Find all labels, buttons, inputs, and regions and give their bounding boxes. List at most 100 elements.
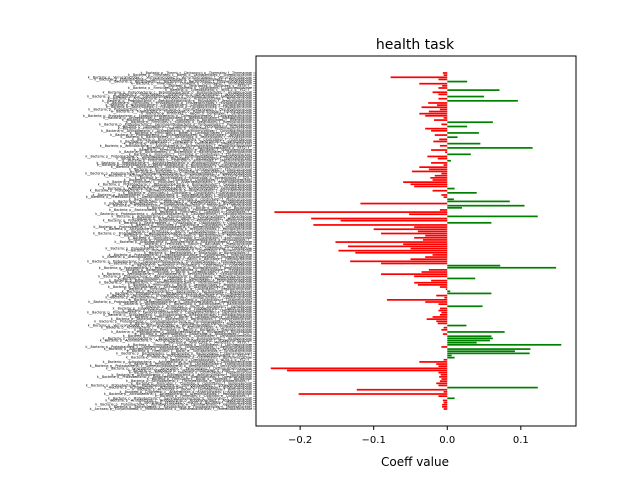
bar (442, 403, 448, 406)
bar (425, 256, 448, 258)
category-label: k__Bacteria; p__Acidobacteria; c__Acidob… (105, 398, 252, 402)
bar (447, 397, 455, 400)
bar (447, 187, 455, 190)
category-label: k__Bacteria; p__Proteobacteria; c__Gamma… (87, 95, 252, 99)
category-label: k__Bacteria; p__Firmicutes; c__Bacilli; … (147, 377, 252, 381)
category-label: k__Bacteria; p__Actinobacteria; c__Actin… (108, 285, 252, 289)
category-label: k__Bacteria; p__Bacteroidetes; c__Bacter… (109, 279, 252, 283)
bar (447, 348, 531, 350)
bar (335, 241, 448, 243)
bar (425, 301, 448, 303)
category-label: k__Bacteria; p__Firmicutes; c__Bacilli; … (134, 328, 252, 332)
bar (419, 166, 448, 169)
category-label: k__Bacteria; p__Bacteroidetes; c__Bacter… (111, 165, 252, 169)
bar (414, 275, 448, 278)
category-label: k__Bacteria; p__Bacteroidetes; c__Bacter… (121, 268, 252, 272)
category-label: k__Bacteria; p__Proteobacteria; c__Alpha… (109, 253, 252, 257)
category-label: k__Bacteria; p__Bacteroidetes; c__Bacter… (111, 317, 252, 321)
bar (437, 322, 448, 325)
plot-area-frame (255, 55, 577, 427)
category-label: k__Bacteria; p__Proteobacteria; c__Alpha… (95, 212, 252, 216)
x-tick-label: 0.1 (513, 435, 529, 446)
bar (425, 234, 448, 237)
bar (442, 72, 448, 74)
bar (447, 147, 533, 149)
category-label: k__Bacteria; p__Firmicutes; c__Bacilli; … (139, 242, 252, 246)
bar (434, 174, 448, 177)
chart-title: health task (376, 37, 455, 53)
category-label: k__Bacteria; p__Actinobacteria; c__Therm… (126, 379, 252, 383)
category-label: k__Bacteria; p__Proteobacteria; c__Betap… (103, 90, 252, 94)
category-label: k__Bacteria; p__Bacteroidetes; c__Bacter… (119, 302, 252, 306)
category-label: k__Bacteria; p__Proteobacteria; c__Gamma… (86, 345, 253, 349)
bar (381, 273, 448, 276)
bar (445, 288, 448, 291)
bar (447, 204, 525, 207)
category-label: k__Bacteria; p__Actinobacteria; c__Actin… (115, 240, 253, 244)
bars-layer (270, 72, 562, 410)
bar (439, 380, 448, 383)
bar (381, 232, 448, 235)
bar (443, 196, 448, 198)
bar (431, 149, 448, 151)
category-label: k__Bacteria; p__Bacteroidetes; c__Bacter… (122, 118, 252, 122)
bar (439, 144, 448, 147)
category-label: k__Bacteria; p__Proteobacteria; c__Epsil… (83, 114, 252, 118)
bar (441, 194, 448, 196)
bar (438, 97, 448, 100)
category-label: k__Bacteria; p__Firmicutes; c__Bacilli; … (129, 167, 252, 171)
category-label: k__Bacteria; p__Actinobacteria; c__Actin… (111, 214, 252, 218)
category-label: k__Bacteria; p__Firmicutes; c__Clostridi… (130, 321, 252, 325)
category-label: k__Bacteria; p__Proteobacteria; c__Alpha… (142, 146, 253, 150)
bar (439, 108, 448, 111)
category-label: k__Bacteria; p__Bacteroidetes; c__Bacter… (116, 351, 252, 355)
category-label: k__Bacteria; p__Firmicutes; c__Bacilli; … (127, 349, 252, 353)
category-label: k__Bacteria; p__Firmicutes; c__Clostridi… (126, 120, 252, 124)
category-label: k__Bacteria; p__Firmicutes; c__Bacilli; … (127, 270, 252, 274)
bar (441, 172, 448, 175)
bar (443, 164, 448, 166)
bar (447, 191, 477, 194)
bar (436, 294, 448, 297)
bar (447, 125, 468, 128)
category-label: k__Bacteria; p__Proteobacteria; c__Epsil… (87, 311, 252, 315)
bar (432, 179, 448, 181)
bar (439, 313, 448, 316)
bar (286, 369, 448, 372)
category-label: k__Bacteria; p__Actinobacteria; c__Actin… (101, 326, 252, 330)
bar (447, 343, 562, 346)
bar (414, 226, 448, 228)
category-label: k__Bacteria; p__Proteobacteria; c__Alpha… (93, 232, 252, 236)
category-label: k__Bacteria; p__Fusobacteria; c__Fusobac… (113, 306, 252, 310)
category-label: k__Bacteria; p__Firmicutes; c__Bacilli; … (130, 315, 252, 319)
category-label: k__Bacteria; p__Firmicutes; c__Clostridi… (131, 381, 252, 385)
category-label: k__Bacteria; p__Actinobacteria; c__Actin… (103, 313, 252, 317)
bar (373, 228, 448, 231)
bar (411, 170, 448, 173)
category-label: k__Bacteria; p__Firmicutes; c__Clostridi… (129, 371, 252, 375)
bar (442, 84, 448, 87)
category-label: k__Bacteria; p__Firmicutes; c__Bacilli; … (132, 217, 252, 221)
category-label: k__Bacteria; p__Proteobacteria; c__Delta… (88, 107, 252, 111)
bar (443, 408, 448, 410)
category-label: k__Bacteria; p__Firmicutes; c__Erysipelo… (107, 101, 252, 105)
category-label: k__Bacteria; p__Thermi; c__Deinococci; o… (141, 71, 252, 75)
category-label: k__Bacteria; p__Proteobacteria; c__Alpha… (111, 330, 252, 334)
bar (436, 320, 448, 323)
category-label: k__Bacteria; p__Firmicutes; c__Clostridi… (123, 334, 252, 338)
bar (428, 168, 448, 171)
category-label: k__Bacteria; p__Actinobacteria; c__Corio… (105, 103, 252, 107)
bar (338, 249, 448, 252)
bar (434, 134, 448, 136)
bar (410, 247, 448, 250)
category-label: k__Bacteria; p__Bacteroidetes; c__Flavob… (109, 405, 252, 409)
bar (447, 341, 477, 344)
bar (447, 266, 557, 269)
bar (439, 307, 448, 310)
bar (434, 119, 448, 121)
category-label: k__Bacteria; p__Proteobacteria; c__Gamma… (108, 204, 252, 208)
category-label: k__Bacteria; p__Synergistetes; c__Synerg… (106, 366, 252, 370)
bar (419, 361, 448, 363)
bar (447, 132, 479, 134)
category-label: k__Bacteria; p__Bacteroidetes; c__Bacter… (135, 332, 252, 336)
